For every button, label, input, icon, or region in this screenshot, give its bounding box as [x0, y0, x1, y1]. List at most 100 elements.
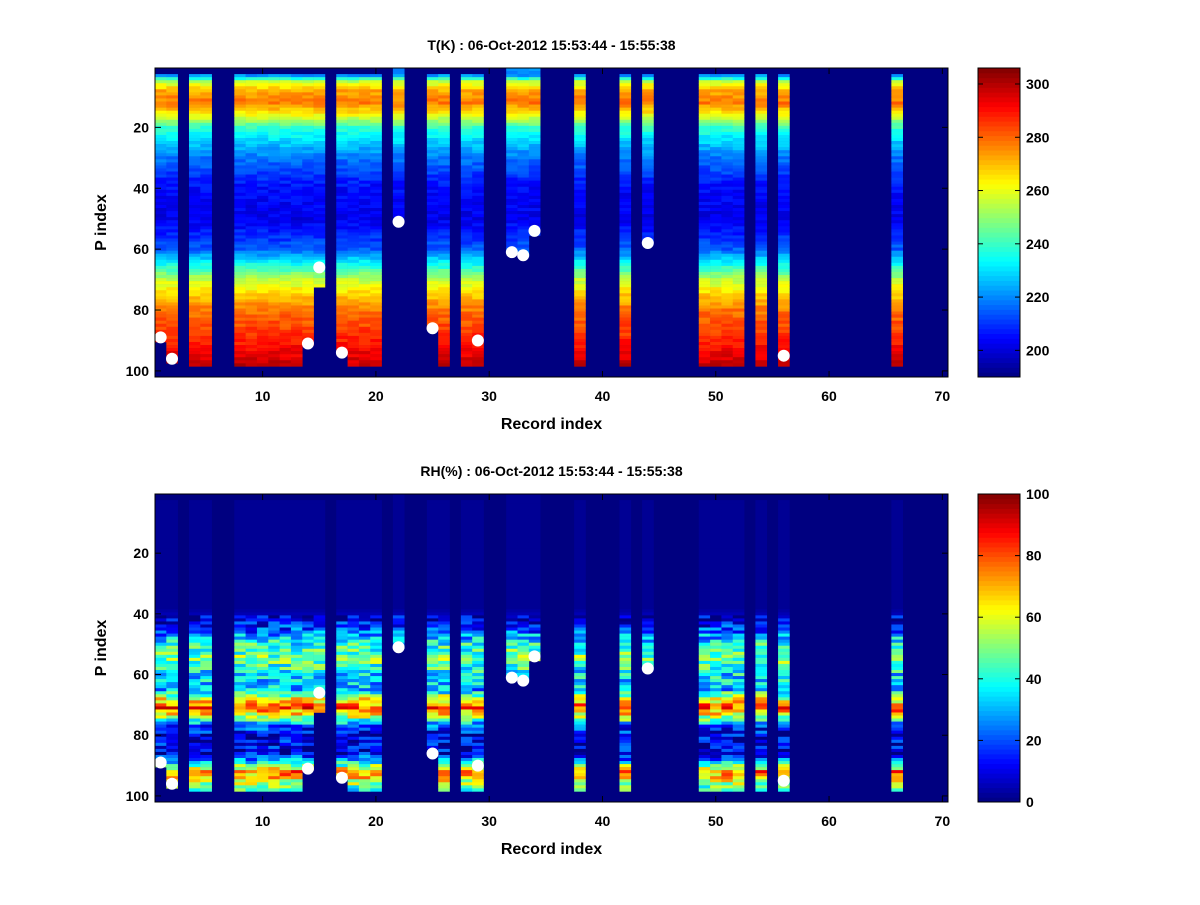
heatmap-cell: [359, 318, 371, 321]
heatmap-cell: [246, 193, 258, 196]
heatmap-cell: [370, 509, 382, 512]
heatmap-cell: [155, 712, 167, 715]
heatmap-cell: [302, 275, 314, 278]
heatmap-cell: [891, 162, 903, 165]
heatmap-cell: [189, 688, 201, 691]
heatmap-cell: [359, 558, 371, 561]
heatmap-cell: [699, 92, 711, 95]
heatmap-cell: [393, 552, 405, 555]
heatmap-cell: [200, 150, 212, 153]
heatmap-cell: [166, 193, 178, 196]
heatmap-cell: [642, 223, 654, 226]
heatmap-cell: [461, 348, 473, 351]
heatmap-cell: [246, 585, 258, 588]
heatmap-cell: [166, 661, 178, 664]
heatmap-cell: [348, 591, 360, 594]
heatmap-cell: [200, 740, 212, 743]
heatmap-cell: [166, 536, 178, 539]
heatmap-cell: [155, 251, 167, 254]
heatmap-cell: [257, 579, 269, 582]
heatmap-cell: [246, 330, 258, 333]
heatmap-cell: [348, 503, 360, 506]
heatmap-cell: [200, 549, 212, 552]
heatmap-cell: [370, 318, 382, 321]
heatmap-cell: [506, 184, 518, 187]
heatmap-cell: [370, 260, 382, 263]
heatmap-cell: [710, 278, 722, 281]
heatmap-cell: [427, 652, 439, 655]
record-column-10: [257, 74, 269, 367]
heatmap-cell: [200, 506, 212, 509]
heatmap-cell: [268, 315, 280, 318]
heatmap-cell: [155, 670, 167, 673]
heatmap-cell: [461, 83, 473, 86]
heatmap-cell: [246, 342, 258, 345]
heatmap-cell: [336, 123, 348, 126]
heatmap-cell: [393, 570, 405, 573]
heatmap-cell: [472, 330, 484, 333]
heatmap-cell: [268, 567, 280, 570]
heatmap-cell: [461, 278, 473, 281]
heatmap-cell: [314, 111, 326, 114]
heatmap-cell: [574, 223, 586, 226]
heatmap-cell: [461, 503, 473, 506]
heatmap-cell: [438, 527, 450, 530]
heatmap-cell: [268, 184, 280, 187]
heatmap-cell: [189, 594, 201, 597]
heatmap-cell: [189, 524, 201, 527]
heatmap-cell: [189, 126, 201, 129]
heatmap-cell: [291, 105, 303, 108]
heatmap-cell: [427, 278, 439, 281]
heatmap-cell: [336, 655, 348, 658]
heatmap-cell: [461, 153, 473, 156]
heatmap-cell: [438, 755, 450, 758]
heatmap-cell: [438, 74, 450, 77]
heatmap-cell: [574, 363, 586, 366]
heatmap-cell: [234, 737, 246, 740]
heatmap-cell: [755, 318, 767, 321]
heatmap-cell: [891, 260, 903, 263]
heatmap-cell: [234, 162, 246, 165]
heatmap-cell: [506, 126, 518, 129]
heatmap-cell: [302, 652, 314, 655]
heatmap-cell: [472, 269, 484, 272]
heatmap-cell: [733, 278, 745, 281]
heatmap-cell: [234, 223, 246, 226]
heatmap-cell: [280, 628, 292, 631]
heatmap-cell: [189, 299, 201, 302]
heatmap-cell: [619, 302, 631, 305]
heatmap-cell: [336, 552, 348, 555]
heatmap-cell: [778, 266, 790, 269]
heatmap-cell: [427, 673, 439, 676]
heatmap-cell: [461, 275, 473, 278]
heatmap-cell: [359, 524, 371, 527]
heatmap-cell: [189, 643, 201, 646]
heatmap-cell: [302, 749, 314, 752]
heatmap-cell: [257, 357, 269, 360]
heatmap-cell: [234, 281, 246, 284]
heatmap-cell: [370, 697, 382, 700]
heatmap-cell: [755, 111, 767, 114]
heatmap-cell: [280, 315, 292, 318]
heatmap-cell: [755, 260, 767, 263]
heatmap-cell: [302, 144, 314, 147]
heatmap-cell: [280, 263, 292, 266]
heatmap-cell: [257, 506, 269, 509]
heatmap-cell: [699, 162, 711, 165]
heatmap-cell: [257, 728, 269, 731]
heatmap-cell: [348, 226, 360, 229]
heatmap-cell: [755, 226, 767, 229]
heatmap-cell: [427, 92, 439, 95]
heatmap-cell: [280, 624, 292, 627]
heatmap-cell: [710, 293, 722, 296]
heatmap-cell: [710, 281, 722, 284]
heatmap-cell: [427, 618, 439, 621]
heatmap-cell: [721, 324, 733, 327]
heatmap-cell: [166, 272, 178, 275]
heatmap-cell: [438, 767, 450, 770]
heatmap-cell: [166, 612, 178, 615]
heatmap-cell: [891, 101, 903, 104]
heatmap-cell: [370, 175, 382, 178]
heatmap-cell: [257, 175, 269, 178]
heatmap-cell: [619, 342, 631, 345]
